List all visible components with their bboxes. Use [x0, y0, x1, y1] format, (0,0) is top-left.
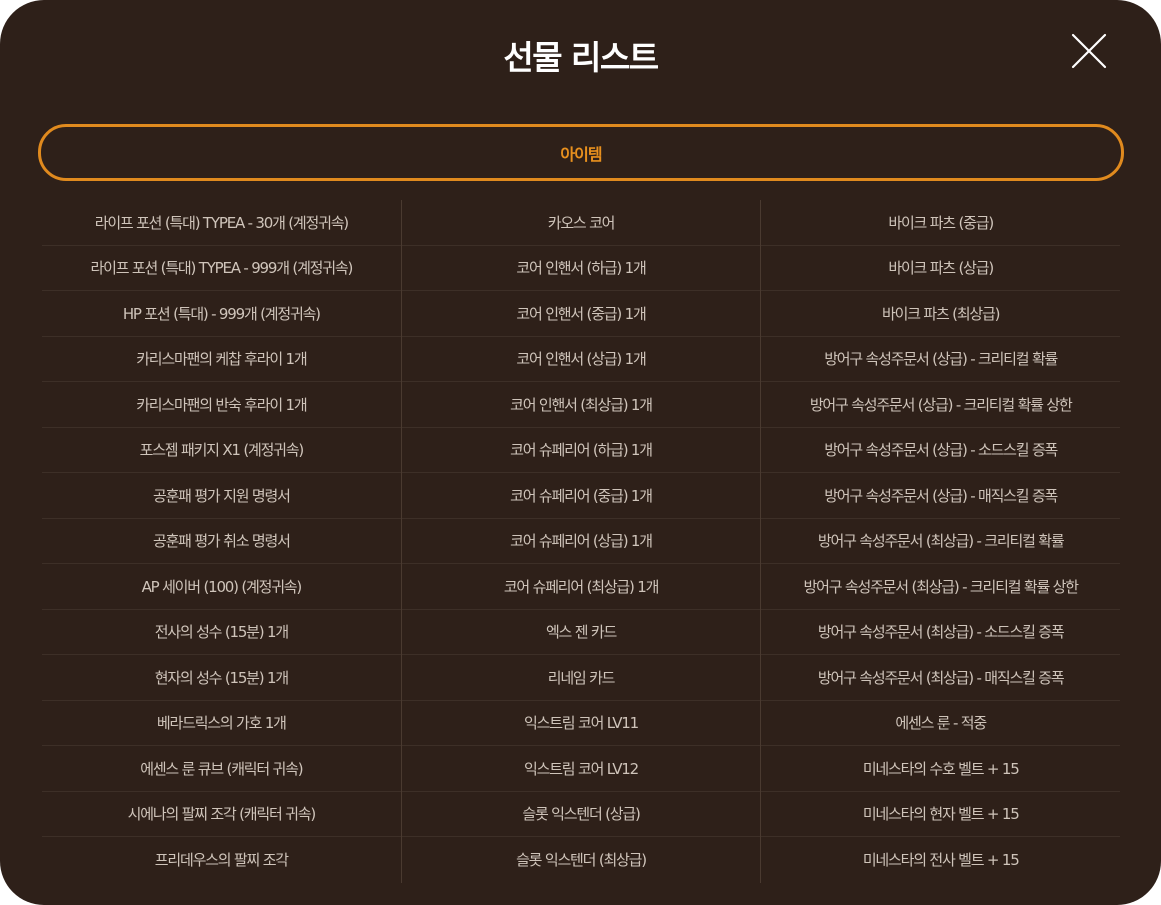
item-cell: 익스트림 코어 LV11: [401, 701, 761, 746]
item-cell: 현자의 성수 (15분) 1개: [42, 655, 401, 701]
item-cell: 에센스 룬 - 적중: [761, 701, 1121, 746]
item-cell: 방어구 속성주문서 (상급) - 매직스킬 증폭: [761, 473, 1121, 519]
tab-items[interactable]: 아이템: [38, 124, 1124, 181]
item-cell: 코어 슈페리어 (하급) 1개: [401, 428, 761, 473]
item-cell: 시에나의 팔찌 조각 (캐릭터 귀속): [42, 792, 401, 837]
item-column-3: 바이크 파츠 (중급) 바이크 파츠 (상급) 바이크 파츠 (최상급) 방어구 속성…: [760, 200, 1121, 883]
item-grid: 라이프 포션 (특대) TYPEA - 30개 (계정귀속) 라이프 포션 (특대…: [42, 200, 1121, 883]
item-cell: 익스트림 코어 LV12: [401, 746, 761, 792]
item-cell: 카오스 코어: [401, 200, 761, 246]
item-cell: 미네스타의 전사 벨트 + 15: [862, 851, 1020, 870]
item-cell: 코어 인핸서 (중급) 1개: [401, 291, 761, 337]
item-cell: 슬롯 익스텐더 (상급): [401, 792, 761, 837]
item-cell: 라이프 포션 (특대) TYPEA - 30개 (계정귀속): [42, 200, 401, 246]
close-button[interactable]: [1068, 30, 1110, 72]
item-cell: 공훈패 평가 취소 명령서: [42, 519, 401, 564]
item-cell: 리네임 카드: [401, 655, 761, 701]
item-cell: 포스젬 패키지 X1 (계정귀속): [42, 428, 401, 473]
item-cell: 미네스타의 수호 벨트 + 15: [761, 746, 1121, 792]
close-icon: [1071, 33, 1107, 69]
item-cell: 카리스마팬의 반숙 후라이 1개: [42, 382, 401, 428]
item-cell: 엑스 젠 카드: [401, 610, 761, 655]
item-cell: 공훈패 평가 지원 명령서: [42, 473, 401, 519]
item-cell: 바이크 파츠 (중급): [761, 200, 1121, 246]
item-cell: 코어 슈페리어 (중급) 1개: [401, 473, 761, 519]
item-cell: AP 세이버 (100) (계정귀속): [42, 564, 401, 610]
item-cell: 방어구 속성주문서 (상급) - 소드스킬 증폭: [761, 428, 1121, 473]
item-column-1: 라이프 포션 (특대) TYPEA - 30개 (계정귀속) 라이프 포션 (특대…: [42, 200, 401, 883]
item-cell: 코어 인핸서 (하급) 1개: [401, 246, 761, 291]
item-cell: HP 포션 (특대) - 999개 (계정귀속): [42, 291, 401, 337]
item-cell: 방어구 속성주문서 (최상급) - 소드스킬 증폭: [761, 610, 1121, 655]
item-cell: 에센스 룬 큐브 (캐릭터 귀속): [42, 746, 401, 792]
item-cell: 미네스타의 현자 벨트 + 15: [761, 792, 1121, 837]
item-cell: 코어 슈페리어 (상급) 1개: [401, 519, 761, 564]
item-cell: 방어구 속성주문서 (최상급) - 매직스킬 증폭: [761, 655, 1121, 701]
modal-title: 선물 리스트: [503, 38, 659, 77]
item-cell: 프리데우스의 팔찌 조각: [154, 851, 289, 870]
item-cell: 바이크 파츠 (최상급): [761, 291, 1121, 337]
item-cell: 방어구 속성주문서 (최상급) - 크리티컬 확률: [761, 519, 1121, 564]
item-cell: 방어구 속성주문서 (최상급) - 크리티컬 확률 상한: [761, 564, 1121, 610]
item-cell: 슬롯 익스텐더 (최상급): [516, 851, 647, 870]
item-cell: 코어 슈페리어 (최상급) 1개: [401, 564, 761, 610]
item-cell: 코어 인핸서 (상급) 1개: [401, 337, 761, 382]
item-cell: 베라드릭스의 가호 1개: [42, 701, 401, 746]
item-cell: 전사의 성수 (15분) 1개: [42, 610, 401, 655]
item-cell: 라이프 포션 (특대) TYPEA - 999개 (계정귀속): [42, 246, 401, 291]
item-cell: 방어구 속성주문서 (상급) - 크리티컬 확률 상한: [761, 382, 1121, 428]
item-cell: 바이크 파츠 (상급): [761, 246, 1121, 291]
item-cell: 방어구 속성주문서 (상급) - 크리티컬 확률: [761, 337, 1121, 382]
item-cell: 카리스마팬의 케찹 후라이 1개: [42, 337, 401, 382]
item-cell: 코어 인핸서 (최상급) 1개: [401, 382, 761, 428]
item-column-2: 카오스 코어 코어 인핸서 (하급) 1개 코어 인핸서 (중급) 1개 코어 인핸서…: [400, 200, 761, 883]
